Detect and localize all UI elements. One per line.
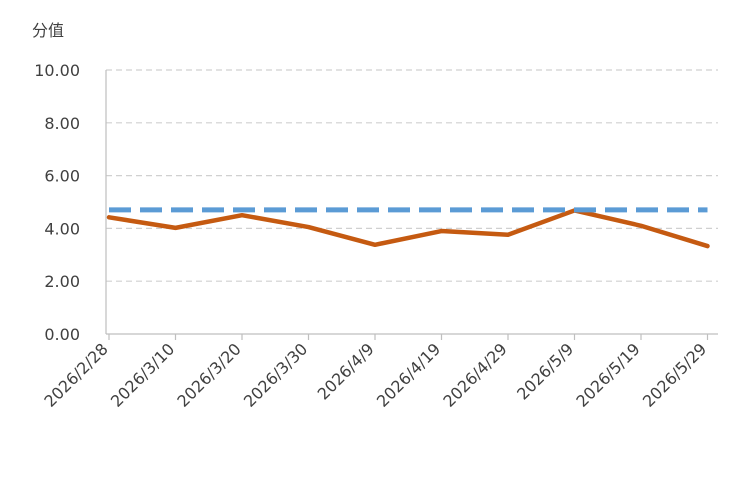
series-lines bbox=[106, 207, 710, 249]
x-tick-label: 2026/4/9 bbox=[314, 339, 378, 403]
x-tick-label: 2026/4/29 bbox=[439, 339, 510, 410]
y-tick-label: 4.00 bbox=[44, 219, 80, 238]
x-tick-label: 2026/4/19 bbox=[373, 339, 444, 410]
y-tick-label: 10.00 bbox=[34, 61, 80, 80]
x-tick-label: 2026/5/29 bbox=[639, 339, 710, 410]
y-tick-label: 0.00 bbox=[44, 325, 80, 344]
x-tick-label: 2026/5/9 bbox=[513, 339, 577, 403]
y-axis-title: 分值 bbox=[32, 21, 64, 40]
x-tick-label: 2026/5/19 bbox=[572, 339, 643, 410]
x-tick-label: 2026/3/30 bbox=[240, 339, 311, 410]
gridlines bbox=[106, 69, 718, 282]
y-tick-label: 8.00 bbox=[44, 114, 80, 133]
y-tick-label: 2.00 bbox=[44, 272, 80, 291]
x-tick-label: 2026/2/28 bbox=[40, 339, 111, 410]
y-tick-labels: 0.00 2.00 4.00 6.00 8.00 10.00 bbox=[34, 61, 80, 344]
x-tick-label: 2026/3/10 bbox=[107, 339, 178, 410]
x-tick-label: 2026/3/20 bbox=[173, 339, 244, 410]
series-line-solid bbox=[106, 208, 710, 249]
y-tick-label: 6.00 bbox=[44, 167, 80, 186]
axes bbox=[105, 70, 718, 340]
